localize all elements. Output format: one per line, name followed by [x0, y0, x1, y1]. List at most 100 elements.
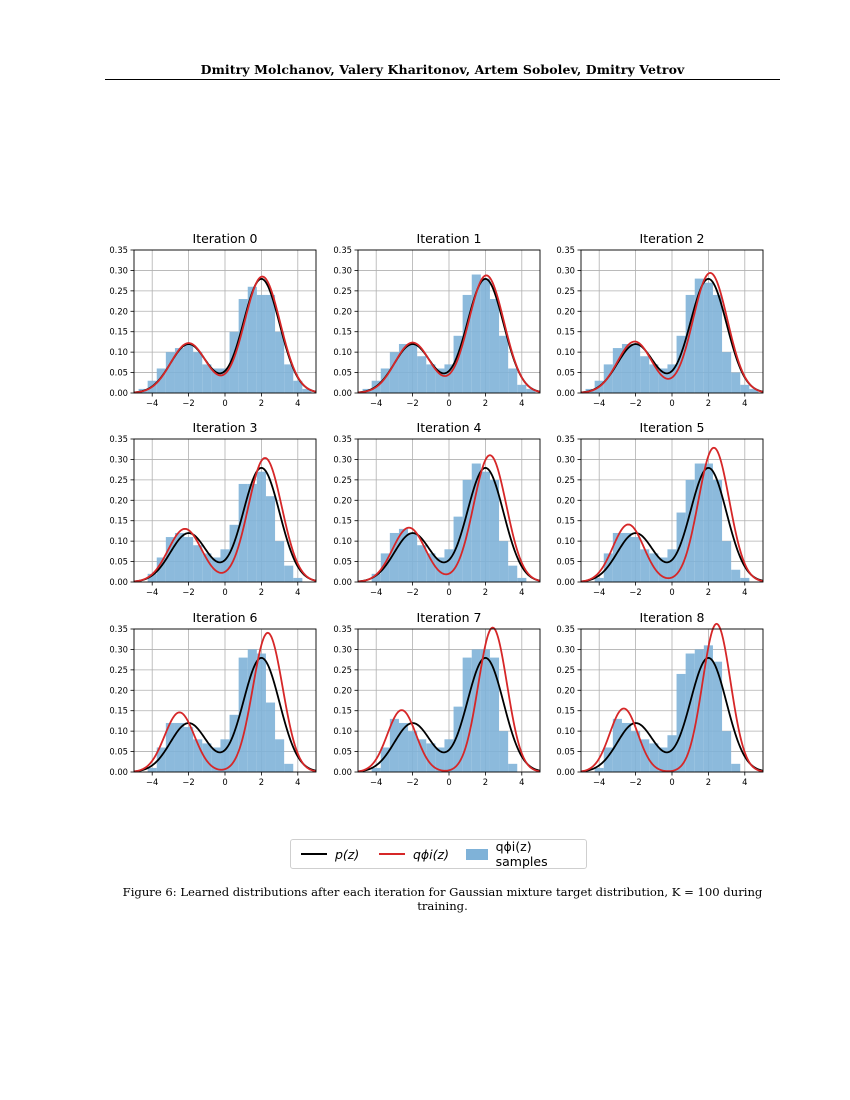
histogram-bar — [526, 388, 536, 393]
y-tick-label: 0.25 — [556, 286, 575, 296]
histogram-bar — [712, 661, 723, 772]
histogram-bar — [508, 565, 518, 582]
learned-density-line — [357, 626, 541, 773]
x-tick-label: 4 — [295, 398, 300, 408]
y-tick-label: 0.35 — [109, 434, 128, 444]
histogram-bar — [380, 747, 390, 772]
x-tick-label: 4 — [519, 587, 524, 597]
figure-legend: p(z) qϕi(z) qϕi(z) samples — [290, 839, 587, 869]
histogram-bar — [220, 368, 230, 393]
y-tick-label: 0.30 — [333, 644, 352, 654]
histogram-bar — [594, 767, 604, 772]
x-tick-label: −4 — [593, 777, 605, 787]
histogram-bar — [712, 479, 723, 582]
histogram-bar — [594, 577, 604, 582]
histogram-bar — [722, 731, 732, 772]
x-tick-label: 2 — [483, 398, 488, 408]
histogram-bar — [453, 706, 463, 772]
y-tick-label: 0.15 — [109, 706, 128, 716]
histogram-bar — [147, 573, 157, 582]
histogram-bar — [211, 747, 221, 772]
histogram-bar — [184, 343, 194, 393]
histogram-bar — [621, 532, 632, 582]
y-tick-label: 0.20 — [109, 685, 128, 695]
y-tick-label: 0.05 — [333, 368, 352, 378]
histogram-bar — [480, 471, 490, 582]
x-tick-label: −4 — [146, 587, 158, 597]
legend-item-q: qϕi(z) — [379, 846, 449, 862]
x-tick-label: 0 — [669, 587, 674, 597]
target-density-line — [580, 466, 764, 583]
histogram-bar — [265, 496, 276, 582]
y-tick-label: 0.30 — [556, 265, 575, 275]
histogram-bar — [489, 657, 500, 772]
x-tick-label: 4 — [742, 587, 747, 597]
histogram-bar — [731, 372, 741, 393]
histogram-bar — [220, 549, 230, 582]
histogram-bar — [284, 364, 294, 393]
histogram-bar — [238, 483, 248, 582]
y-tick-label: 0.20 — [109, 495, 128, 505]
histogram-bar — [408, 343, 418, 393]
histogram-bar — [658, 368, 668, 393]
histogram-bar — [508, 368, 518, 393]
y-tick-label: 0.00 — [556, 767, 575, 777]
histogram-bar — [174, 722, 185, 772]
histogram-bar — [238, 299, 248, 393]
chart-panel: −4 −2 0 2 4 0.00 0.05 0.10 0.15 0.20 0.25 0.30 0.35 I… — [109, 610, 317, 787]
histogram-bar — [499, 731, 509, 772]
histogram-bar — [471, 274, 481, 393]
histogram-bar — [202, 743, 212, 772]
y-tick-label: 0.10 — [333, 347, 352, 357]
x-tick-label: 4 — [519, 398, 524, 408]
histogram-bar — [165, 722, 175, 772]
histogram-bar — [667, 735, 677, 772]
y-tick-label: 0.10 — [109, 347, 128, 357]
y-tick-label: 0.10 — [109, 726, 128, 736]
x-tick-label: 2 — [706, 398, 711, 408]
y-tick-label: 0.10 — [556, 347, 575, 357]
x-tick-label: −2 — [629, 587, 641, 597]
histogram-bar — [703, 282, 713, 393]
histogram-bar — [426, 553, 436, 582]
histogram-bar — [417, 356, 427, 393]
histogram-bar — [398, 528, 409, 582]
y-tick-label: 0.00 — [333, 577, 352, 587]
legend-item-p: p(z) — [301, 846, 359, 862]
histogram-bar — [731, 763, 741, 772]
histogram-bar — [722, 541, 732, 582]
y-tick-label: 0.30 — [109, 265, 128, 275]
histogram-bar — [398, 722, 409, 772]
y-tick-label: 0.00 — [333, 388, 352, 398]
histogram-bar — [435, 747, 445, 772]
x-tick-label: 0 — [446, 777, 451, 787]
histogram-bar — [174, 348, 185, 393]
histogram-bar — [165, 352, 175, 393]
histogram-bar — [499, 541, 509, 582]
histogram-bar — [631, 537, 641, 582]
histogram-bar — [265, 702, 276, 772]
histogram-bar — [649, 743, 659, 772]
x-tick-label: −4 — [146, 777, 158, 787]
x-tick-label: 0 — [222, 777, 227, 787]
histogram-bar — [256, 653, 266, 772]
legend-label-p: p(z) — [335, 846, 360, 862]
histogram-bar — [247, 649, 257, 772]
y-tick-label: 0.25 — [109, 286, 128, 296]
histogram-bar — [740, 384, 750, 393]
x-tick-label: −2 — [406, 777, 418, 787]
histogram-bar — [471, 463, 481, 582]
histogram-bar — [703, 463, 713, 582]
x-tick-label: −4 — [370, 777, 382, 787]
x-tick-label: 2 — [483, 587, 488, 597]
learned-density-line — [357, 274, 541, 394]
y-tick-label: 0.05 — [556, 557, 575, 567]
histogram-bar — [193, 739, 203, 772]
y-tick-label: 0.35 — [333, 624, 352, 634]
histogram-bar — [417, 545, 427, 582]
x-tick-label: 2 — [259, 587, 264, 597]
y-tick-label: 0.05 — [333, 747, 352, 757]
panel-title: Iteration 6 — [193, 610, 258, 625]
histogram-bar — [603, 553, 613, 582]
chart-panel: −4 −2 0 2 4 0.00 0.05 0.10 0.15 0.20 0.25 0.30 0.35 I… — [109, 420, 317, 597]
